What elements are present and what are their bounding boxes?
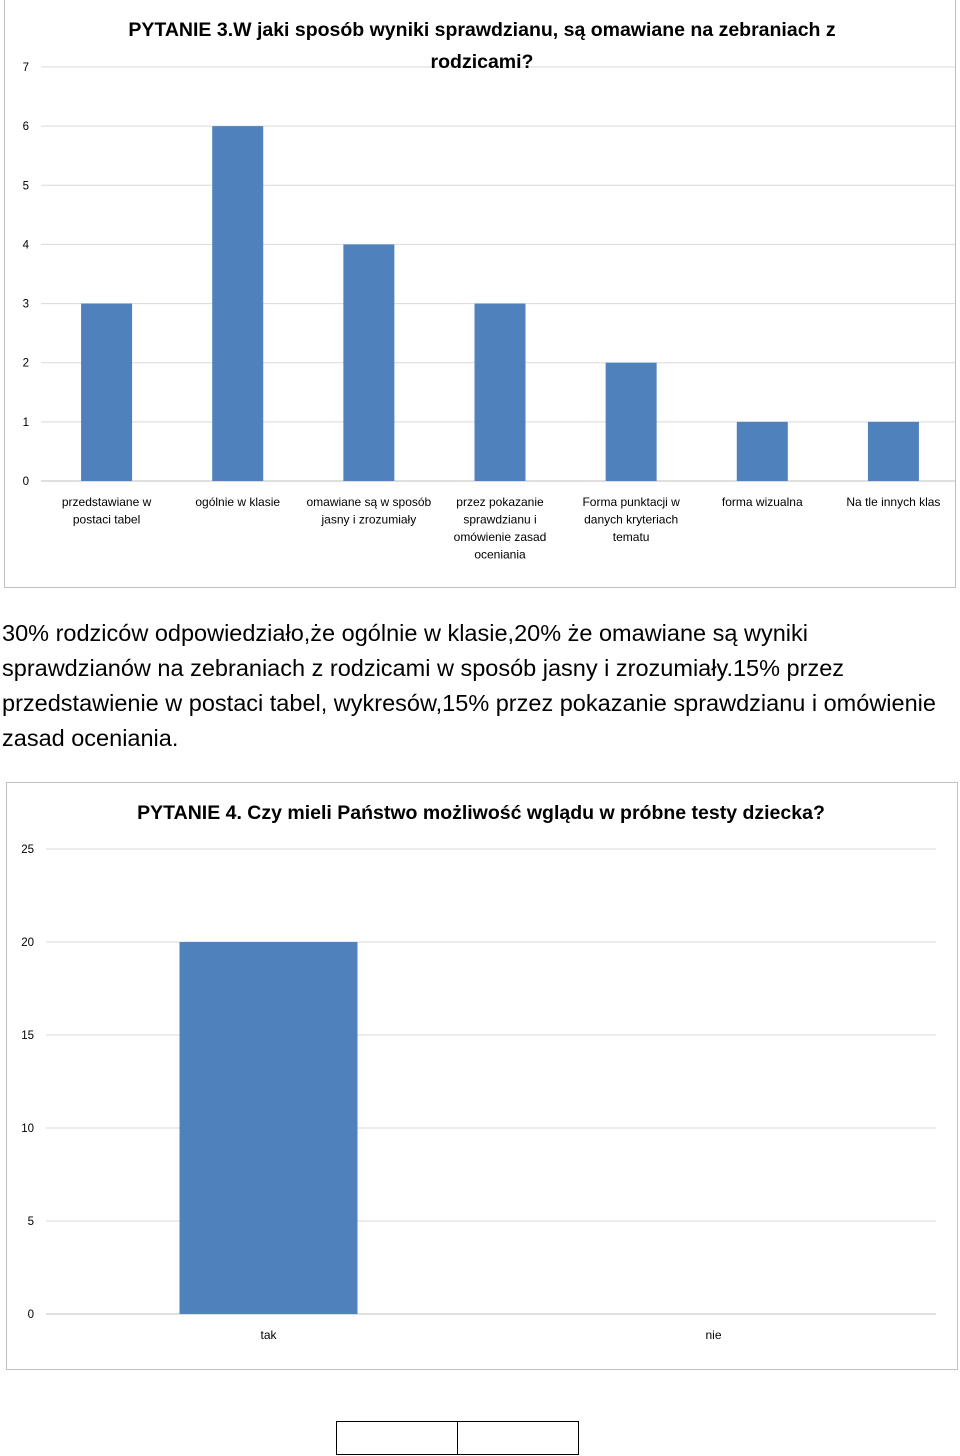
bar <box>474 303 526 481</box>
chart-title: PYTANIE 3.W jaki sposób wyniki sprawdzia… <box>128 19 835 41</box>
y-tick-label: 5 <box>28 1216 34 1228</box>
x-category-label: forma wizualna <box>722 495 803 509</box>
y-tick-label: 1 <box>23 417 29 429</box>
table-cell <box>336 1421 458 1455</box>
bar <box>736 421 788 481</box>
chart-question-4: 0 5 10 15 20 25 PYTANIE 4. Czy mieli Państwo m… <box>6 782 958 1370</box>
x-category-label: ogólnie w klasie <box>195 495 280 509</box>
empty-table <box>336 1421 579 1455</box>
y-tick-label: 5 <box>23 180 29 192</box>
bar <box>343 244 395 481</box>
y-tick-label: 25 <box>21 844 34 856</box>
y-tick-label: 4 <box>23 239 30 251</box>
chart-question-3: 0 1 2 3 4 5 6 7 PYTANIE 3.W jaki sposób wyniki s… <box>4 0 959 588</box>
y-tick-label: 15 <box>21 1030 34 1042</box>
y-tick-label: 7 <box>23 62 29 74</box>
y-tick-label: 2 <box>23 358 29 370</box>
bar <box>179 942 358 1314</box>
x-category-label: nie <box>705 1328 721 1342</box>
bar <box>81 303 133 481</box>
x-category-label: tak <box>260 1328 277 1342</box>
y-tick-label: 0 <box>28 1309 34 1321</box>
x-category-label: przedstawiane w postaci tabel <box>62 495 152 527</box>
chart-title: PYTANIE 4. Czy mieli Państwo możliwość w… <box>137 802 825 824</box>
y-tick-label: 0 <box>23 476 29 488</box>
table-cell <box>457 1421 579 1455</box>
bar <box>605 362 657 481</box>
summary-paragraph: 30% rodziców odpowiedziało,że ogólnie w … <box>2 620 936 751</box>
chart-title: rodzicami? <box>431 51 534 73</box>
bar <box>867 421 919 481</box>
y-tick-label: 10 <box>21 1123 34 1135</box>
bar <box>212 126 264 482</box>
x-category-label: omawiane są w sposób jasny i zrozumiały <box>306 495 431 527</box>
chart-question-3-svg: 0 1 2 3 4 5 6 7 PYTANIE 3.W jaki sposób wyniki s… <box>23 19 959 562</box>
x-category-label: Na tle innych klas <box>846 495 940 509</box>
x-category-label: przez pokazanie sprawdzianu i omówienie za… <box>454 495 547 562</box>
y-tick-label: 20 <box>21 937 34 949</box>
chart-question-4-svg: 0 5 10 15 20 25 PYTANIE 4. Czy mieli Państwo m… <box>21 802 936 1342</box>
x-category-label: Forma punktacji w danych kryteriach tematu <box>582 495 680 544</box>
y-tick-label: 3 <box>23 299 29 311</box>
y-tick-label: 6 <box>23 121 29 133</box>
